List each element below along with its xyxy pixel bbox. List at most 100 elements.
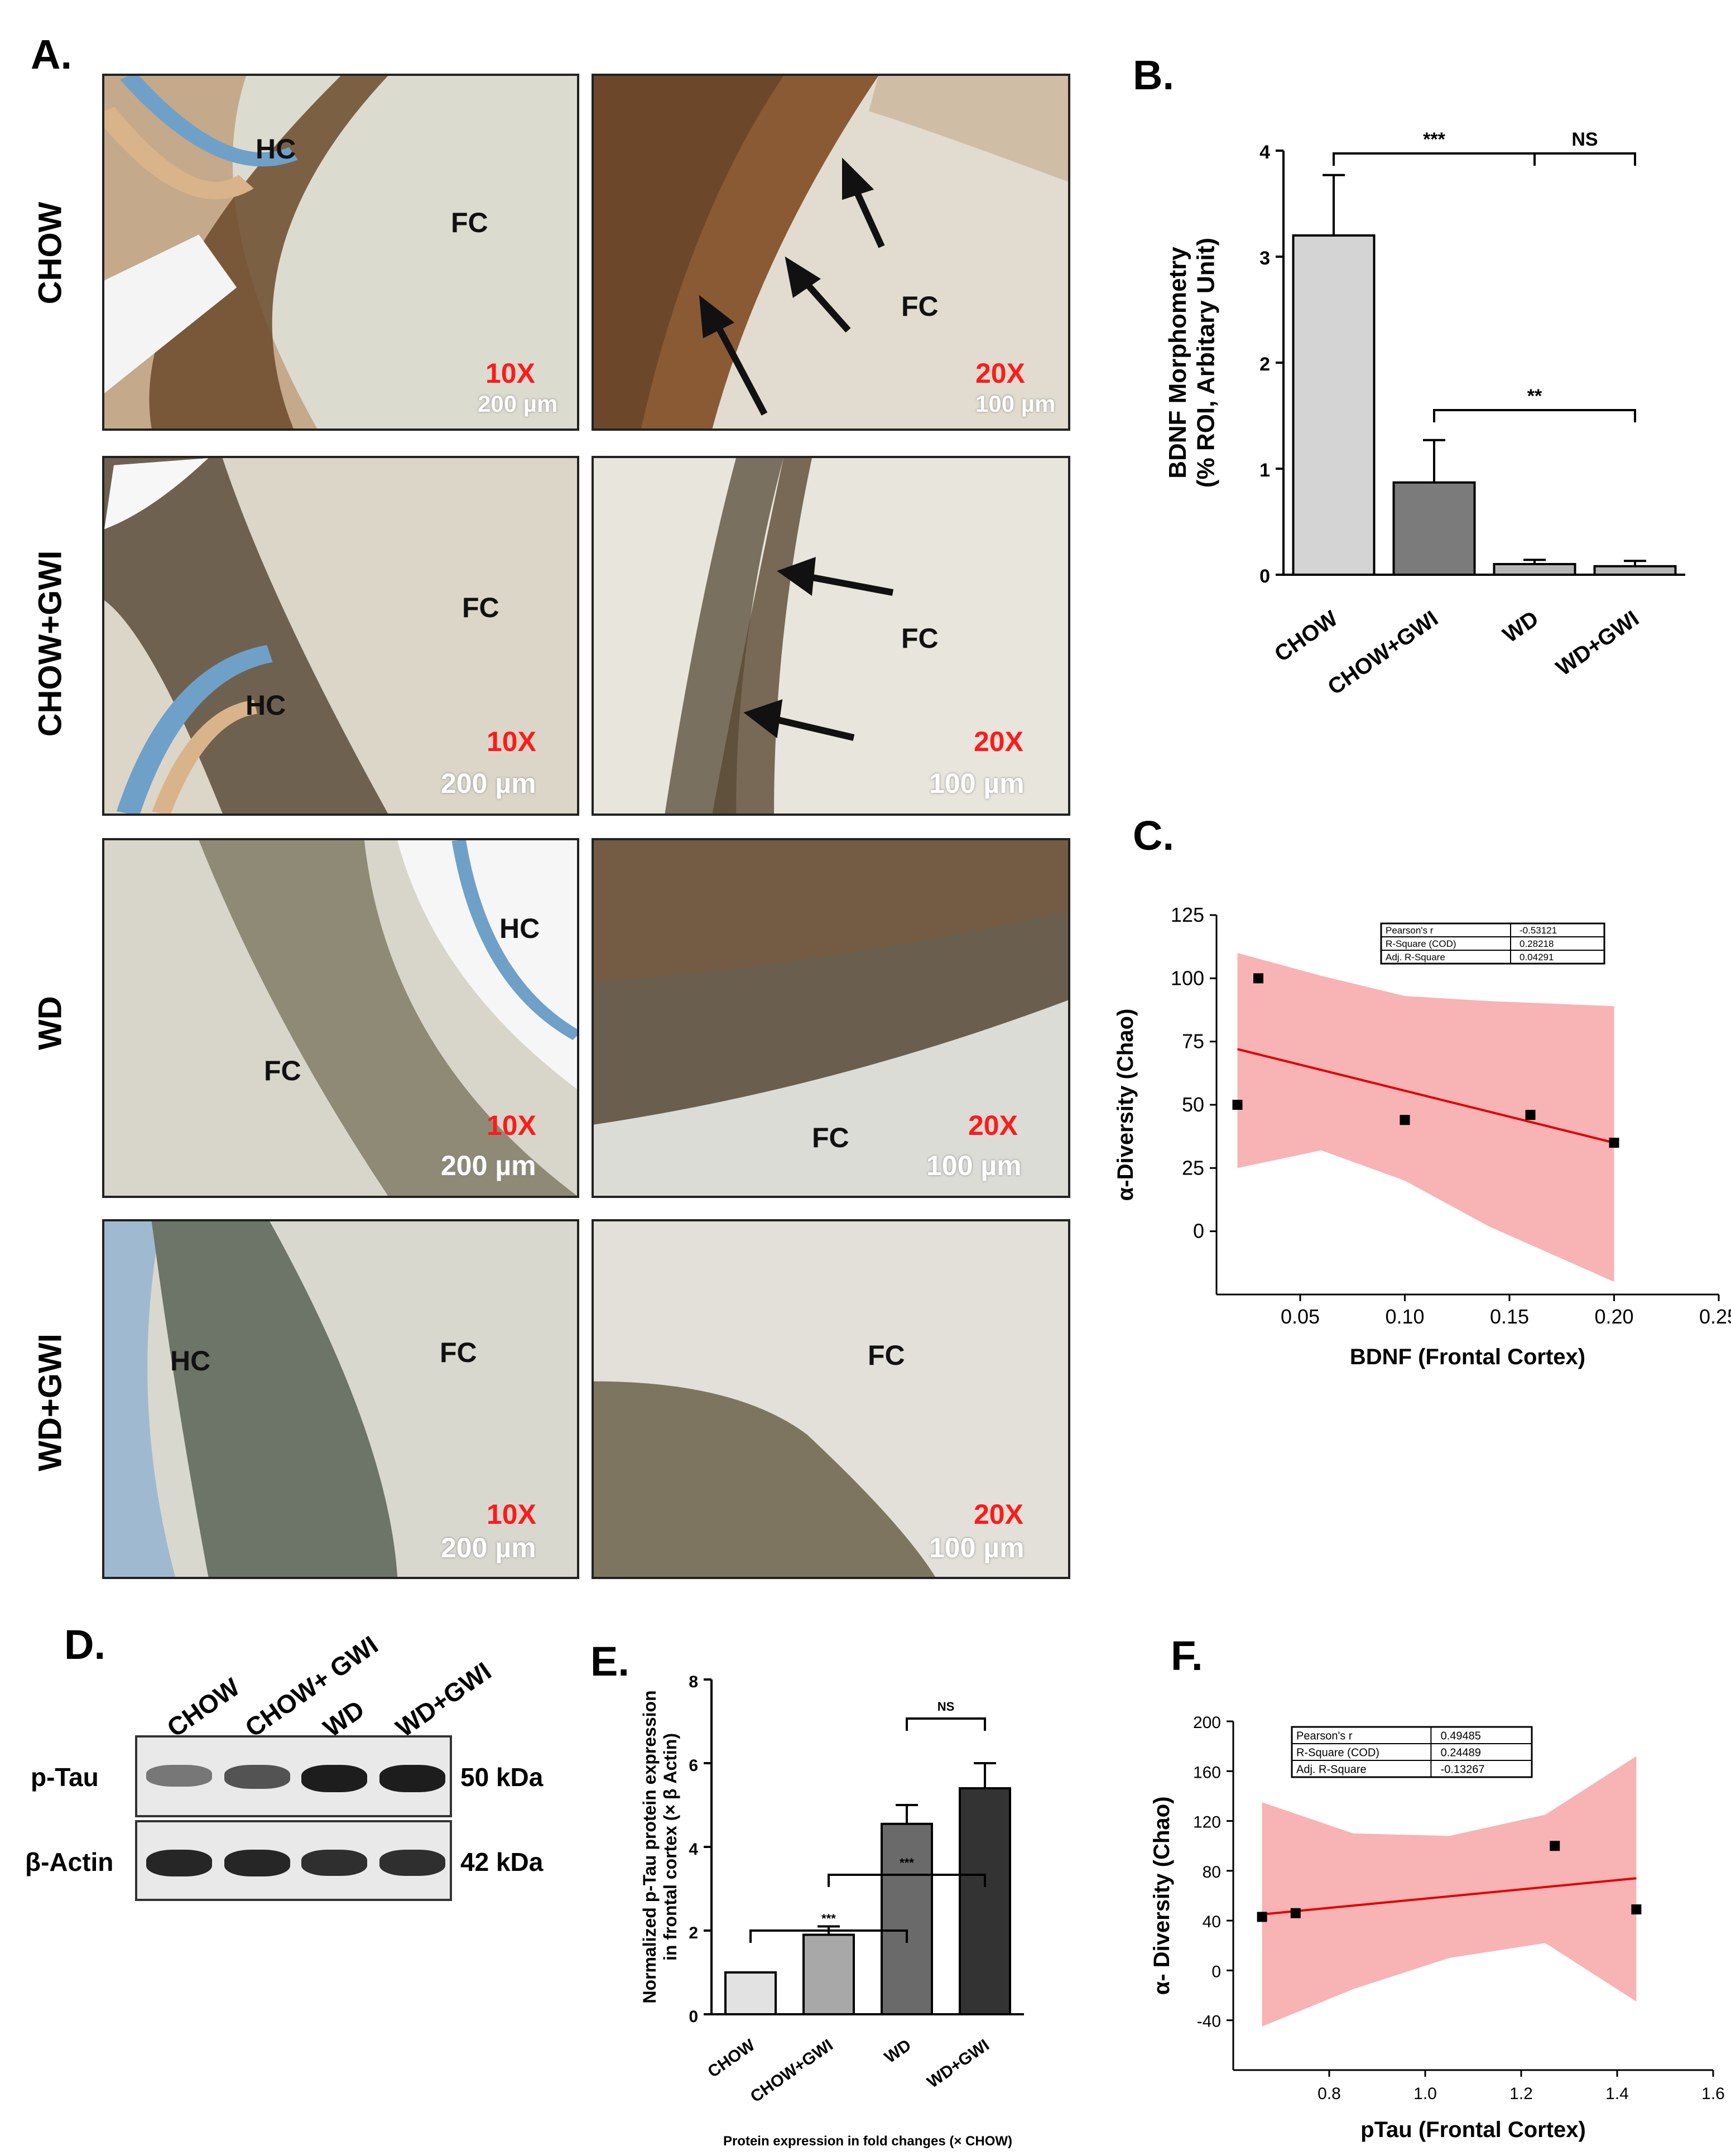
scale-bar-label: 200 µm — [441, 1532, 536, 1563]
significance-label: *** — [821, 1912, 836, 1926]
magnification-label: 10X — [485, 358, 535, 389]
micrograph-wd-20x — [592, 838, 1070, 1198]
y-tick-label: 50 — [1182, 1093, 1204, 1116]
stats-value: 0.49485 — [1441, 1730, 1481, 1743]
significance-bracket — [1433, 409, 1636, 422]
data-point — [1253, 973, 1263, 984]
y-tick-label: 8 — [689, 1673, 698, 1691]
stats-box — [1380, 922, 1605, 965]
regression-line — [1262, 1877, 1637, 1916]
y-axis-label: (% ROI, Arbitary Unit) — [1193, 238, 1220, 488]
y-tick-label: 120 — [1193, 1813, 1221, 1832]
label-hc: HC — [246, 690, 286, 721]
panel-c-letter: C. — [1133, 812, 1174, 859]
stats-value: 0.24489 — [1441, 1747, 1481, 1759]
lane-label: CHOW+ GWI — [239, 1630, 383, 1743]
label-fc: FC — [901, 623, 939, 654]
lane-label: WD+GWI — [390, 1656, 497, 1743]
x-tick-label: 1.6 — [1701, 2085, 1725, 2103]
y-tick-label: 100 — [1171, 966, 1204, 989]
label-fc: FC — [812, 1122, 849, 1153]
stats-label: Adj. R-Square — [1386, 952, 1445, 963]
y-tick-label: 3 — [1259, 248, 1270, 269]
y-tick-label: 0 — [1259, 566, 1270, 587]
magnification-label: 20X — [968, 1110, 1018, 1141]
y-axis-label: BDNF Morphometry — [1164, 247, 1191, 479]
stats-label: R-Square (COD) — [1296, 1747, 1379, 1759]
scale-bar-label: 200 µm — [441, 768, 536, 799]
stats-label: Pearson's r — [1386, 925, 1434, 936]
y-tick-label: 80 — [1203, 1863, 1221, 1881]
panel-f-letter: F. — [1171, 1633, 1203, 1679]
panel-e-letter: E. — [590, 1638, 629, 1685]
x-axis-label: BDNF (Frontal Cortex) — [1350, 1345, 1585, 1369]
blot-band — [379, 1765, 445, 1792]
category-label: WD — [1498, 606, 1543, 647]
category-label: CHOW+GWI — [747, 2036, 836, 2106]
panel-d-letter: D. — [64, 1621, 105, 1668]
stats-value: 0.28218 — [1520, 939, 1554, 949]
magnification-label: 20X — [974, 1499, 1023, 1530]
stats-value: -0.13267 — [1441, 1764, 1485, 1776]
bar — [1392, 481, 1476, 576]
blot-band — [224, 1850, 290, 1876]
x-tick-label: 0.10 — [1385, 1305, 1424, 1328]
micrograph-wd-gwi-10x — [102, 1219, 579, 1579]
label-hc: HC — [170, 1345, 211, 1377]
category-label: WD — [881, 2036, 915, 2067]
micrograph-chow-gwi-20x — [592, 456, 1070, 816]
stats-value: -0.53121 — [1520, 925, 1557, 936]
lane-label: CHOW — [161, 1672, 245, 1743]
scale-bar-label: 200 µm — [478, 391, 558, 417]
y-tick-label: 2 — [1259, 354, 1270, 375]
data-point — [1232, 1100, 1243, 1110]
bar — [1292, 234, 1376, 576]
arrow-icon — [699, 157, 885, 416]
significance-label: NS — [1571, 129, 1598, 150]
y-tick-label: 4 — [1259, 142, 1270, 163]
x-tick-label: 0.8 — [1318, 2085, 1341, 2103]
data-point — [1550, 1841, 1560, 1851]
x-axis-label: pTau (Frontal Cortex) — [1360, 2118, 1586, 2142]
y-tick-label: 25 — [1182, 1156, 1204, 1179]
blot-row-label: β-Actin — [25, 1847, 114, 1876]
scale-bar-label: 100 µm — [929, 768, 1025, 799]
ptau-correlation-chart: -40 0 40 80 120 160 200 0.8 1.0 1.2 1.4 1.6 Pearson'… — [1150, 1714, 1725, 2142]
magnification-label: 10X — [487, 726, 536, 757]
bar — [802, 1933, 855, 2015]
x-axis-label: Protein expression in fold changes (× CH… — [723, 2134, 1012, 2149]
confidence-band — [1237, 953, 1614, 1282]
micrograph-chow-10x — [102, 74, 579, 431]
row-label-chow: CHOW — [32, 201, 69, 305]
y-tick-label: 75 — [1182, 1030, 1204, 1053]
panel-a-letter: A. — [31, 31, 72, 78]
blot-band — [301, 1765, 367, 1792]
arrow-icon — [743, 557, 894, 741]
data-point — [1631, 1904, 1642, 1915]
blot-size-label: 50 kDa — [460, 1763, 544, 1792]
bar — [1493, 563, 1576, 576]
row-label-wd: WD — [32, 996, 69, 1050]
y-axis-label: Normalized p-Tau protein expression — [639, 1690, 660, 2003]
category-label: WD+GWI — [924, 2036, 993, 2092]
label-fc: FC — [264, 1055, 301, 1086]
label-fc: FC — [462, 592, 499, 623]
bar — [881, 1822, 933, 2015]
category-label: CHOW — [704, 2035, 758, 2081]
y-axis-label: in frontal cortex (× β Actin) — [660, 1733, 680, 1961]
stats-label: R-Square (COD) — [1386, 939, 1456, 949]
category-label: CHOW — [1270, 606, 1342, 667]
stats-value: 0.04291 — [1520, 952, 1554, 963]
blot-size-label: 42 kDa — [460, 1847, 544, 1876]
y-tick-label: 0 — [689, 2008, 698, 2026]
y-tick-label: 6 — [689, 1756, 698, 1775]
confidence-band — [1262, 1756, 1637, 2027]
label-fc: FC — [868, 1340, 905, 1371]
data-point — [1525, 1110, 1536, 1120]
magnification-label: 20X — [974, 726, 1023, 757]
significance-label: *** — [1423, 129, 1445, 150]
y-tick-label: 1 — [1259, 460, 1270, 481]
y-tick-label: 40 — [1203, 1913, 1221, 1931]
